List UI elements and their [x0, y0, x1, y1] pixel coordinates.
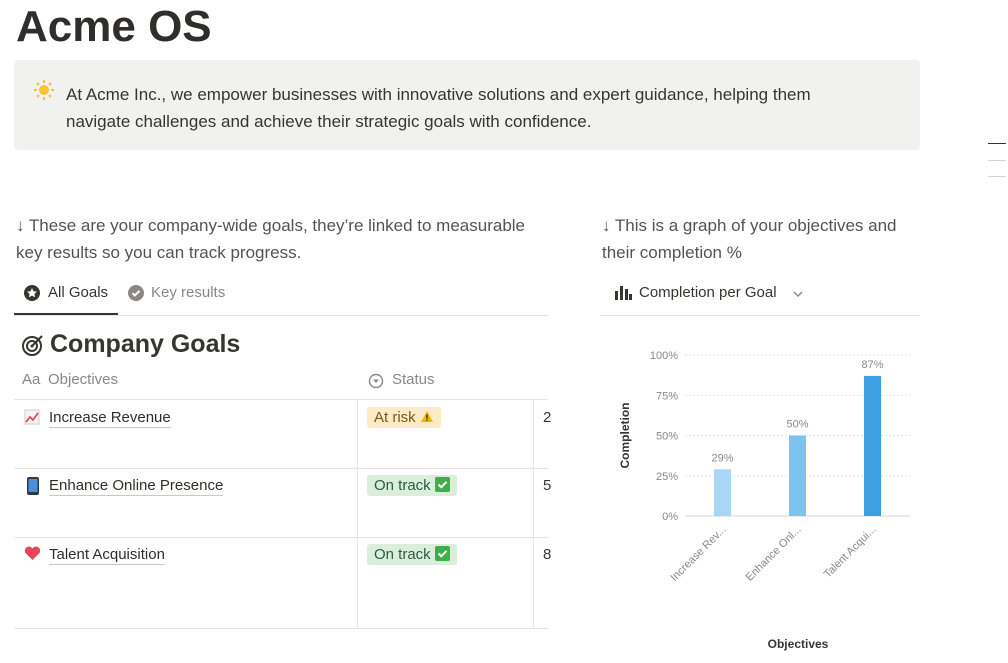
- status-badge: On track: [367, 544, 457, 565]
- check-mark-icon: [434, 477, 450, 492]
- status-text: At risk: [374, 409, 416, 426]
- bar: [789, 435, 806, 516]
- active-tab-underline: [14, 313, 118, 315]
- check-icon: [128, 285, 144, 301]
- heart-icon: [24, 546, 41, 560]
- row-line: [14, 628, 548, 629]
- callout: [14, 60, 920, 150]
- x-tick-label: Increase Rev...: [668, 524, 728, 584]
- column-header[interactable]: Objectives: [48, 371, 119, 388]
- toc-line: [988, 176, 1006, 177]
- sun-icon: [34, 80, 54, 100]
- column-line: [357, 399, 358, 628]
- goal-name[interactable]: Talent Acquisition: [49, 546, 165, 565]
- bar: [714, 469, 731, 516]
- callout-text: At Acme Inc., we empower businesses with…: [66, 85, 811, 131]
- phone-icon: [27, 477, 39, 495]
- cell-value: 8: [543, 546, 552, 563]
- column-header[interactable]: Status: [392, 371, 435, 388]
- chart-view-name[interactable]: Completion per Goal: [639, 284, 777, 301]
- y-tick-label: 25%: [656, 471, 678, 483]
- row-line: [14, 399, 548, 400]
- row-line: [14, 537, 548, 538]
- x-tick-label: Enhance Onl...: [744, 524, 804, 584]
- y-tick-label: 75%: [656, 390, 678, 402]
- chevron-icon: [793, 291, 803, 297]
- bar: [864, 375, 881, 516]
- goal-name[interactable]: Enhance Online Presence: [49, 477, 224, 496]
- goals-intro: ↓ These are your company-wide goals, the…: [16, 216, 526, 262]
- star-icon: [24, 285, 40, 301]
- chart: 0% 25% 50% 75% 100% Completion Objectives Incre…: [618, 350, 910, 651]
- status-badge: On track: [367, 475, 457, 496]
- divider: [600, 315, 920, 316]
- warning-icon: [420, 411, 433, 422]
- divider: [14, 315, 548, 316]
- y-tick-label: 100%: [650, 350, 678, 362]
- bar-chart-icon: [615, 286, 632, 300]
- chart-intro: ↓ This is a graph of your objectives and…: [602, 216, 897, 262]
- row-line: [14, 468, 548, 469]
- tab-key-results[interactable]: Key results: [151, 284, 226, 301]
- status-badge: At risk: [367, 407, 441, 428]
- toc-line: [988, 143, 1006, 144]
- status-text: On track: [374, 477, 431, 494]
- check-mark-icon: [434, 546, 450, 561]
- cell-value: 2: [543, 409, 552, 426]
- value-label: 50%: [786, 419, 808, 431]
- tab-all-goals[interactable]: All Goals: [48, 284, 109, 301]
- y-axis-label: Completion: [618, 403, 632, 469]
- database-title: Company Goals: [50, 330, 241, 358]
- x-tick-label: Talent Acqui...: [822, 524, 879, 581]
- value-label: 87%: [861, 359, 883, 371]
- value-label: 29%: [711, 452, 733, 464]
- status-icon: [368, 373, 384, 389]
- page-title: Acme OS: [16, 2, 212, 51]
- y-tick-label: 50%: [656, 431, 678, 443]
- status-text: On track: [374, 546, 431, 563]
- goal-name[interactable]: Increase Revenue: [49, 409, 171, 428]
- target-icon: [22, 335, 43, 356]
- toc-line: [988, 160, 1006, 161]
- chart-icon: [24, 409, 40, 425]
- column-icon: Aa: [22, 371, 41, 388]
- x-axis-label: Objectives: [768, 637, 829, 651]
- cell-value: 5: [543, 477, 552, 494]
- column-line: [533, 399, 534, 628]
- y-tick-label: 0%: [662, 511, 678, 523]
